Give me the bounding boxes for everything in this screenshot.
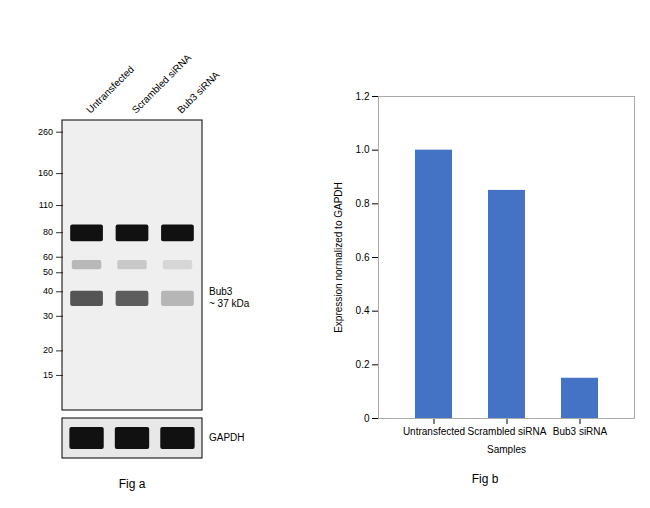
svg-text:260: 260 [38,127,53,137]
svg-text:GAPDH: GAPDH [209,432,245,443]
svg-text:15: 15 [43,370,53,380]
svg-text:30: 30 [43,311,53,321]
svg-text:Untransfected: Untransfected [403,426,465,437]
svg-text:Expression normalized to GAPDH: Expression normalized to GAPDH [333,182,344,333]
svg-text:Scrambled siRNA: Scrambled siRNA [468,426,547,437]
svg-text:Bub3 siRNA: Bub3 siRNA [553,426,608,437]
svg-text:Samples: Samples [487,444,526,455]
svg-text:0.6: 0.6 [356,252,370,263]
svg-text:40: 40 [43,286,53,296]
svg-text:160: 160 [38,168,53,178]
svg-text:1.2: 1.2 [356,91,370,102]
svg-text:50: 50 [43,267,53,277]
svg-text:0.8: 0.8 [356,198,370,209]
svg-text:1.0: 1.0 [356,144,370,155]
svg-text:Scrambled siRNA: Scrambled siRNA [129,51,194,116]
svg-text:60: 60 [43,252,53,262]
svg-text:Untransfected: Untransfected [84,64,136,116]
svg-text:80: 80 [43,227,53,237]
svg-text:Fig a: Fig a [119,477,146,491]
svg-text:0.2: 0.2 [356,359,370,370]
svg-text:Bub3~ 37 kDa: Bub3~ 37 kDa [209,286,250,309]
html-text:Fig b: Fig b [471,472,499,486]
svg-text:Bub3 siRNA: Bub3 siRNA [175,69,222,116]
svg-text:110: 110 [39,200,53,210]
svg-text:0.4: 0.4 [356,305,370,316]
svg-text:20: 20 [43,345,53,355]
svg-text:0: 0 [364,413,370,424]
